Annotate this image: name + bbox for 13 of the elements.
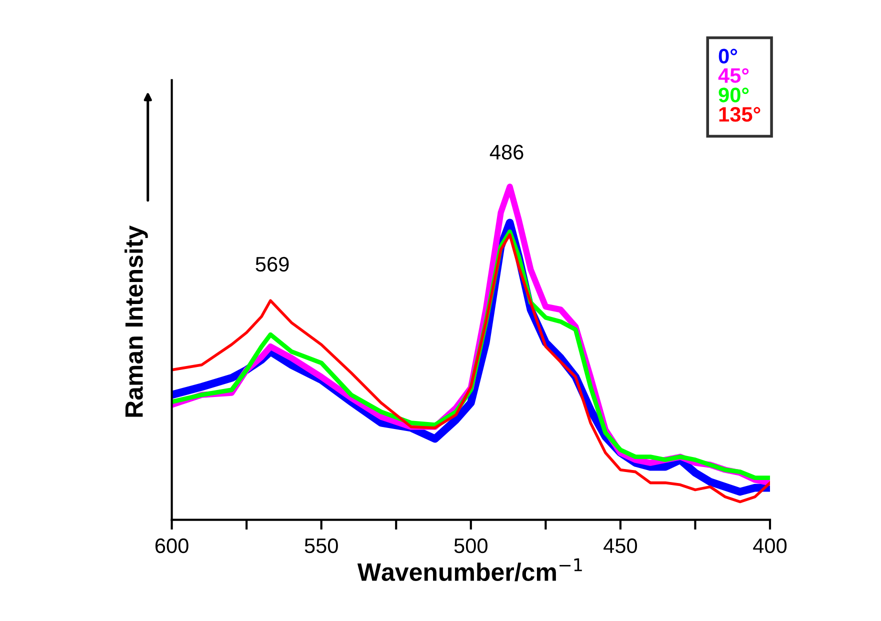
y-axis-title: Raman Intensity [124, 226, 148, 417]
text: 135° [719, 106, 760, 122]
text: 486 [490, 144, 524, 160]
x-tick-label: 400 [753, 538, 787, 554]
annotation: 569 [256, 256, 289, 272]
x-tick-label: 600 [155, 538, 188, 554]
text: 0° [718, 48, 738, 64]
x-tick-label: 450 [604, 538, 638, 554]
x-tick-label: 500 [454, 538, 488, 554]
text: 45° [718, 68, 749, 83]
x-tick-label: 550 [304, 538, 338, 554]
text: 90° [718, 88, 749, 102]
x-axis-title: Wavenumber/cm$^{−1}$ [357, 558, 582, 582]
